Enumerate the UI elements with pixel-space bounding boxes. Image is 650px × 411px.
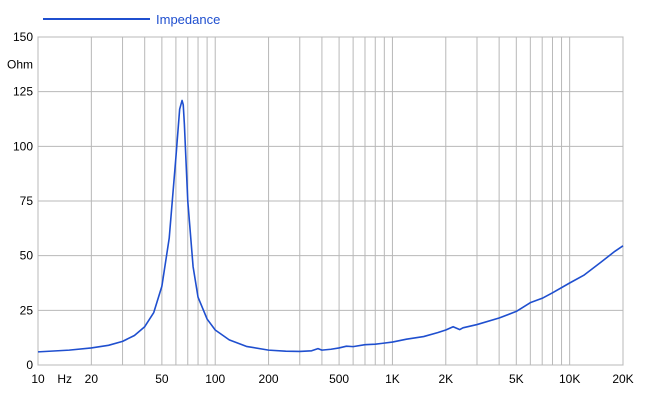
y-tick-label: 25 [20, 303, 34, 317]
x-tick-label: 2K [438, 372, 453, 386]
x-tick-label: 10 [31, 372, 45, 386]
y-tick-label: 125 [13, 85, 33, 99]
y-tick-label: 0 [26, 358, 33, 372]
x-tick-label: 200 [259, 372, 279, 386]
y-tick-label: 75 [20, 194, 34, 208]
axis-layer: 0 25 50 75 100 125 150 Ohm 10 20 50 100 200 500 1K 2K 5K… [7, 30, 634, 386]
series-layer [37, 99, 624, 353]
x-tick-label: 10K [559, 372, 580, 386]
x-tick-label: 100 [205, 372, 225, 386]
grid-layer [37, 36, 624, 366]
legend-label: Impedance [156, 12, 220, 27]
y-tick-label: 100 [13, 139, 33, 153]
x-tick-label: 500 [329, 372, 349, 386]
x-tick-label: 5K [509, 372, 524, 386]
x-tick-label: 20K [612, 372, 633, 386]
y-axis-label: Ohm [7, 57, 33, 71]
x-axis-label: Hz [57, 372, 72, 386]
x-tick-label: 1K [385, 372, 400, 386]
x-tick-label: 50 [155, 372, 169, 386]
y-tick-label: 150 [13, 30, 33, 44]
y-tick-label: 50 [20, 249, 34, 263]
series-line-impedance [37, 99, 624, 353]
legend: Impedance [43, 12, 220, 27]
x-tick-label: 20 [85, 372, 99, 386]
